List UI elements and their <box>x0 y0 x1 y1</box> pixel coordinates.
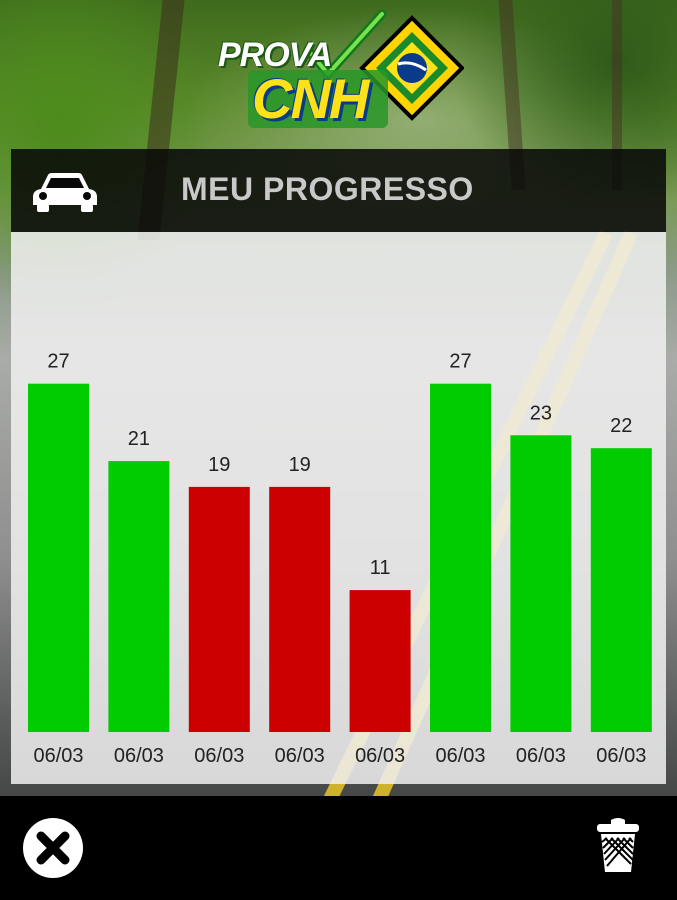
progress-header: MEU PROGRESSO <box>11 149 666 232</box>
bar-date-label-7: 06/03 <box>516 745 566 767</box>
page-title: MEU PROGRESSO <box>181 171 474 207</box>
logo-word-prova: PROVA <box>218 36 332 74</box>
bar-date-label-4: 06/03 <box>275 745 325 767</box>
bar-7 <box>510 435 572 732</box>
bar-date-label-2: 06/03 <box>114 745 164 767</box>
bar-date-label-3: 06/03 <box>194 745 244 767</box>
brazil-flag-sign-icon <box>359 15 464 121</box>
bar-value-label-5: 11 <box>370 557 391 579</box>
bar-value-label-3: 19 <box>208 454 230 476</box>
progress-chart-panel: 27 06/03 21 06/03 19 06/03 19 06/03 11 06/03 27 06/… <box>11 232 666 784</box>
bar-date-label-1: 06/03 <box>33 745 83 767</box>
bar-1 <box>28 383 89 732</box>
app-logo: PROVA CNH <box>212 8 464 132</box>
bar-date-label-8: 06/03 <box>596 745 646 767</box>
bar-2 <box>108 461 170 732</box>
bar-value-label-6: 27 <box>449 351 471 373</box>
logo-word-cnh: CNH <box>252 67 369 130</box>
bar-4 <box>269 486 331 732</box>
bottom-toolbar <box>0 796 677 900</box>
trash-icon[interactable] <box>595 816 641 874</box>
progress-bar-chart: 27 06/03 21 06/03 19 06/03 19 06/03 11 06/03 27 06/… <box>28 351 652 767</box>
bar-value-label-2: 21 <box>128 428 150 450</box>
bar-8 <box>590 448 652 732</box>
bar-5 <box>349 590 411 732</box>
bar-date-label-5: 06/03 <box>355 745 405 767</box>
car-icon <box>33 173 97 212</box>
bar-3 <box>188 486 250 732</box>
close-x-icon[interactable] <box>23 818 83 878</box>
bar-value-label-4: 19 <box>289 454 311 476</box>
bar-value-label-1: 27 <box>47 351 69 373</box>
bar-value-label-8: 22 <box>610 415 632 437</box>
bar-6 <box>430 383 491 732</box>
bar-date-label-6: 06/03 <box>435 745 485 767</box>
bar-value-label-7: 23 <box>530 402 552 424</box>
logo-graphic <box>248 9 464 128</box>
